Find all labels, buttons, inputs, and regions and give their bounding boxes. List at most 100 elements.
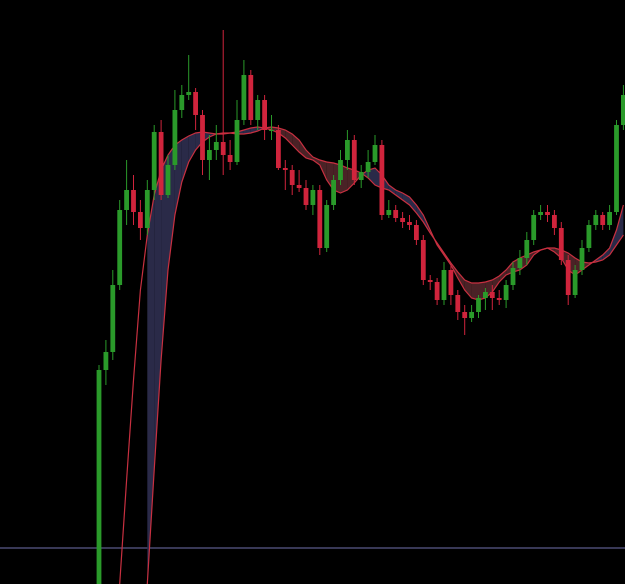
candle-body [476, 298, 481, 312]
candle-body [614, 125, 619, 212]
candle-body [538, 212, 543, 215]
candle-body [131, 190, 136, 212]
candle-body [317, 190, 323, 248]
cloud-segment [464, 280, 472, 298]
candle-body [124, 190, 129, 210]
cloud-segment [368, 168, 375, 185]
candle-body [524, 240, 530, 258]
cloud-segment [388, 185, 396, 195]
candle-body [158, 132, 164, 195]
candle-body [117, 210, 123, 285]
candle-body [227, 155, 233, 162]
cloud-segment [616, 205, 624, 245]
cloud-segment [609, 230, 617, 255]
candle-body [621, 95, 625, 125]
candle-body [441, 270, 447, 300]
candle-body [269, 130, 274, 131]
candle-body [607, 212, 612, 225]
cloud-segment [181, 136, 189, 182]
candle-body [358, 172, 364, 180]
candle-body [393, 210, 399, 218]
candle-body [400, 218, 405, 222]
cloud-segment [492, 276, 500, 292]
candle-body [517, 258, 523, 268]
candle-body [179, 95, 185, 110]
candle-body [455, 295, 461, 312]
candle-body [289, 170, 295, 185]
cloud-segment [457, 272, 465, 290]
candle-body [255, 100, 261, 120]
cloud-segment [499, 270, 507, 282]
candle-body [207, 150, 212, 160]
candle-body [144, 190, 150, 228]
candle-body [296, 185, 302, 188]
candle-body [483, 292, 488, 298]
average-line [119, 126, 624, 584]
candle-body [241, 75, 247, 120]
candle-body [469, 312, 474, 318]
average-line [146, 126, 624, 584]
candle-body [510, 268, 516, 285]
cloud-segment [471, 283, 479, 300]
cloud-segment [409, 197, 417, 213]
candle-body [593, 215, 599, 225]
candle-body [351, 140, 357, 180]
candle-body [186, 92, 192, 95]
candle-body [579, 248, 585, 270]
candle-body [213, 142, 219, 150]
candle-body [386, 210, 392, 215]
candle-body [489, 292, 495, 298]
candle-body [282, 168, 288, 170]
candle-body [248, 75, 254, 120]
candle-body [220, 142, 226, 155]
candle-body [414, 225, 419, 240]
candle-body [600, 215, 606, 225]
candle-body [572, 270, 578, 295]
candle-body [462, 312, 468, 318]
candle-body [110, 285, 116, 352]
candle-body [151, 132, 157, 190]
candle-body [310, 190, 316, 205]
candle-body [338, 160, 343, 180]
candle-body [503, 285, 509, 300]
candle-body [434, 282, 440, 300]
candle-body [365, 162, 371, 172]
cloud-segment [188, 133, 196, 162]
candle-body [200, 115, 205, 160]
candle-body [303, 188, 309, 205]
cloud-segment [161, 155, 168, 360]
candle-body [586, 225, 592, 248]
candle-body [345, 140, 350, 160]
candle-body [262, 100, 267, 130]
cloud-segment [312, 157, 320, 165]
candle-body [96, 370, 102, 584]
candle-body [496, 298, 502, 300]
candle-body [276, 130, 281, 168]
candle-body [324, 205, 330, 248]
candle-body [103, 352, 109, 370]
candle-body [558, 228, 564, 260]
candle-body [138, 212, 143, 228]
candle-body [552, 215, 557, 228]
candle-body [165, 165, 171, 195]
candle-body [331, 180, 336, 205]
cloud-segment [147, 195, 155, 584]
candle-body [379, 145, 385, 215]
candle-body [531, 215, 537, 240]
cloud-segment [416, 205, 424, 222]
candle-body [545, 212, 550, 215]
candle-body [420, 240, 426, 280]
candle-body [172, 110, 178, 165]
candle-body [407, 222, 412, 225]
candle-body [193, 92, 198, 115]
cloud-segment [285, 130, 293, 145]
candle-body [372, 145, 378, 162]
candle-body [427, 280, 433, 282]
cloud-segment [154, 170, 162, 470]
cloud-segment [602, 248, 610, 260]
candle-body [565, 260, 571, 295]
candle-body [234, 120, 240, 162]
candle-body [448, 270, 454, 295]
